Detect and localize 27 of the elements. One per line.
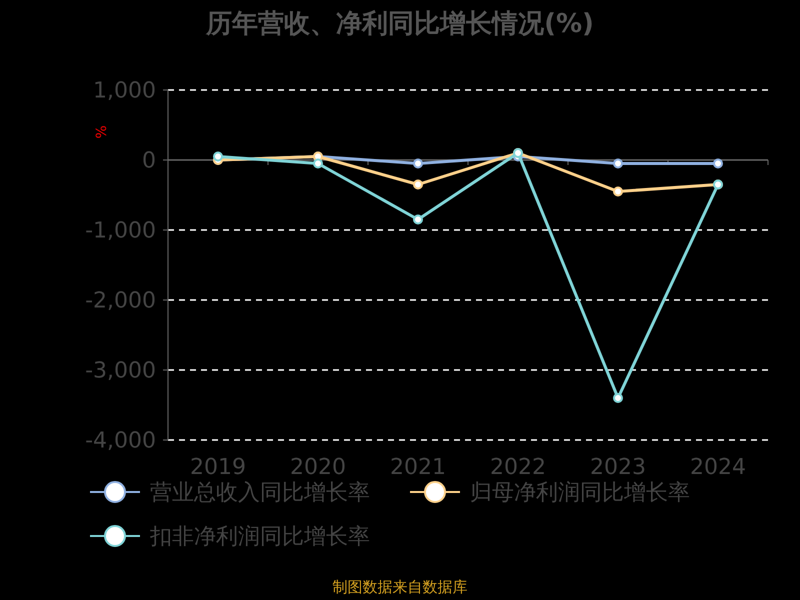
- y-tick-label: 1,000: [93, 78, 156, 104]
- point: [613, 186, 623, 196]
- y-tick-label: -1,000: [85, 218, 156, 244]
- text: 制图数据来自数据库: [332, 578, 468, 596]
- legend-label: 归母净利润同比增长率: [470, 480, 690, 506]
- x-tick-label: 2023: [590, 455, 646, 480]
- point: [213, 152, 223, 162]
- y-axis-title: %: [94, 125, 110, 139]
- chart-title: 历年营收、净利同比增长情况(%): [205, 9, 594, 39]
- legend-label: 扣非净利润同比增长率: [149, 524, 370, 550]
- point: [413, 214, 423, 224]
- point: [613, 393, 623, 403]
- point: [413, 158, 423, 168]
- x-tick-label: 2020: [290, 455, 346, 480]
- point: [613, 158, 623, 168]
- y-tick-label: -4,000: [85, 428, 156, 454]
- x-tick-label: 2024: [690, 455, 746, 480]
- y-tick-label: -2,000: [85, 288, 156, 314]
- x-tick-label: 2019: [190, 455, 246, 480]
- y-tick-label: 0: [142, 148, 156, 174]
- y-tick-label: -3,000: [85, 358, 156, 384]
- legend-label: 营业总收入同比增长率: [150, 480, 370, 506]
- point: [713, 158, 723, 168]
- x-tick-label: 2022: [490, 455, 546, 480]
- x-tick-label: 2021: [390, 455, 446, 480]
- point: [413, 180, 423, 190]
- point: [313, 158, 323, 168]
